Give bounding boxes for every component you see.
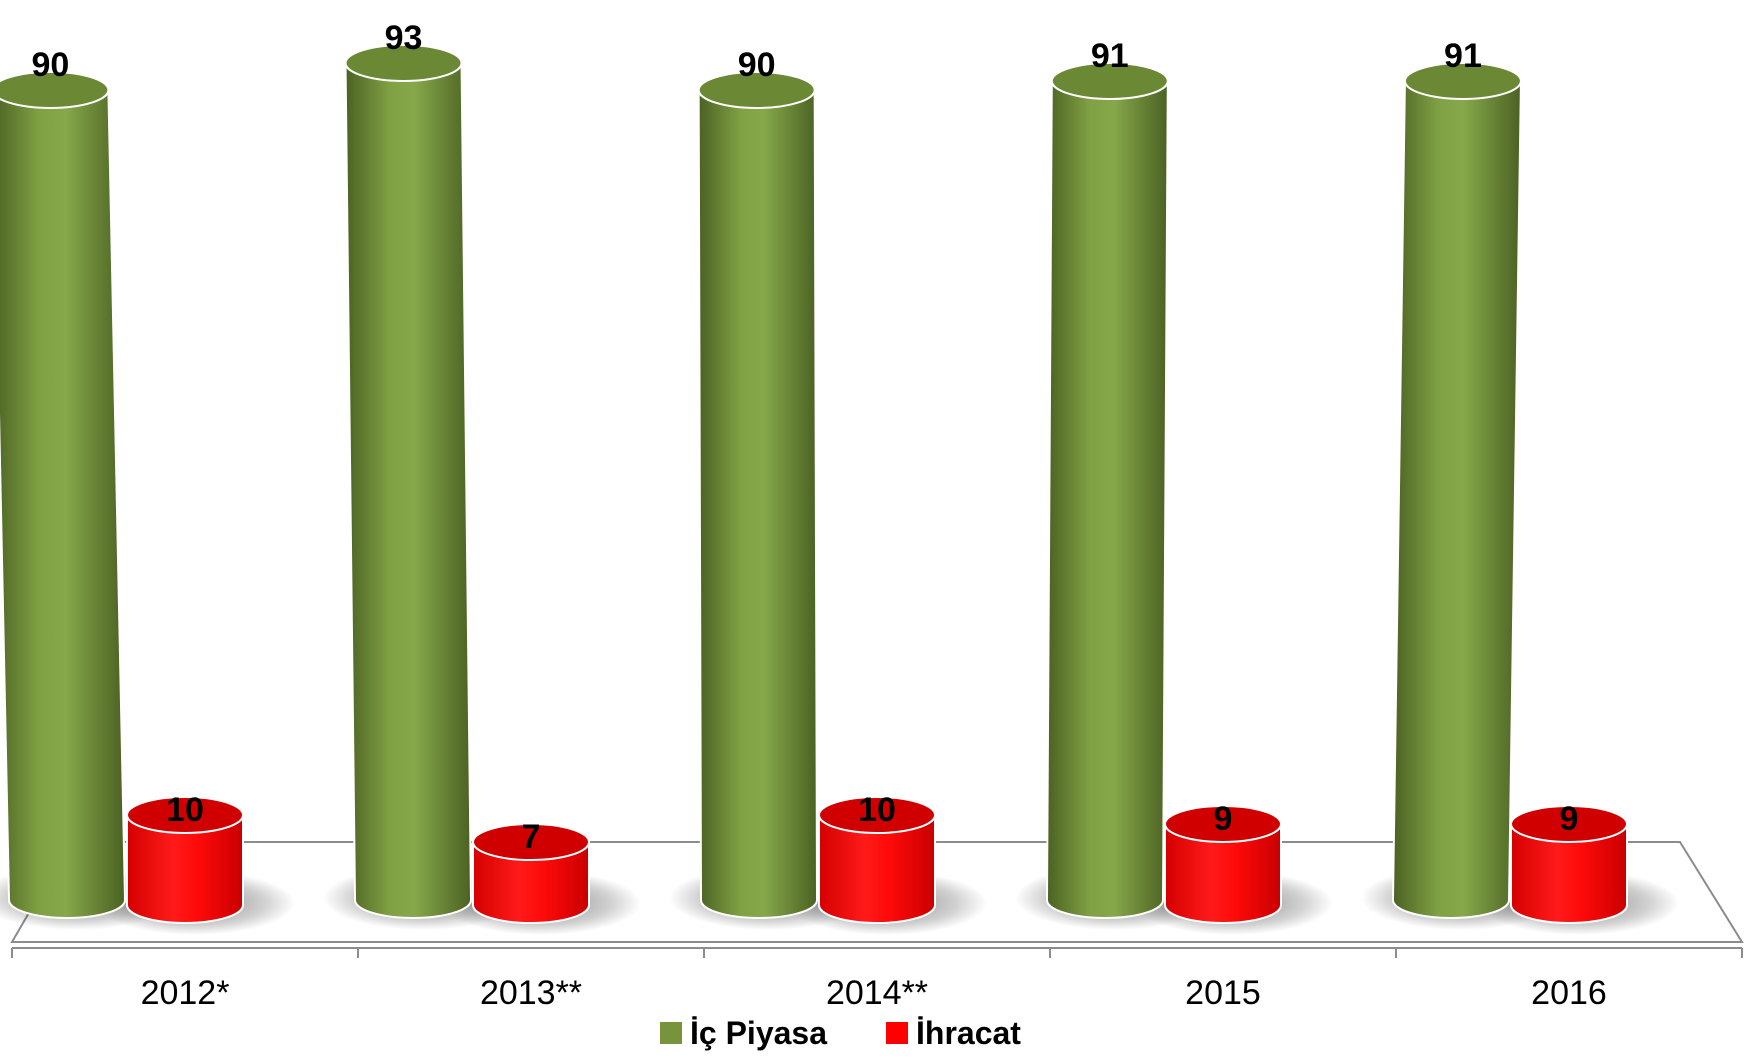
bar-top--hracat-2016 [1510, 805, 1628, 843]
legend-label--hracat: İhracat [916, 1015, 1021, 1051]
legend-swatch--piyasa [660, 1022, 682, 1044]
bar-top--hracat-2015 [1164, 805, 1282, 843]
data-label--piyasa-2012: 90 [31, 46, 69, 84]
bar--hracat-2015 [1164, 823, 1282, 924]
data-label--piyasa-2015: 91 [1091, 37, 1129, 75]
category-label-2013: 2013** [480, 974, 582, 1012]
category-label-2015: 2015 [1185, 974, 1261, 1012]
category-label-2012: 2012* [141, 974, 230, 1012]
category-label-2016: 2016 [1531, 974, 1607, 1012]
bar--piyasa-2013 [344, 62, 473, 919]
data-label--piyasa-2014: 90 [738, 46, 776, 84]
data-label--piyasa-2013: 93 [385, 19, 423, 57]
data-label--piyasa-2016: 91 [1444, 37, 1482, 75]
x-axis: 2012* 2013** 2014** 2015 2016 [11, 947, 1743, 1012]
bar--hracat-2014 [818, 814, 936, 924]
bar--hracat-2013 [472, 841, 590, 924]
bar-top--piyasa-2014 [697, 71, 816, 109]
bar-top--piyasa-2016 [1403, 62, 1522, 100]
bar-top--hracat-2012 [126, 796, 244, 834]
data-label--hracat-2013: 7 [522, 818, 541, 856]
bars [0, 44, 1628, 924]
data-labels: 90 10 93 7 90 10 91 9 91 9 [31, 19, 1578, 856]
bar--piyasa-2012 [0, 89, 127, 919]
bar-top--hracat-2013 [472, 823, 590, 861]
bar--hracat-2012 [126, 814, 244, 924]
data-label--hracat-2014: 10 [858, 791, 896, 829]
bar--piyasa-2015 [1045, 80, 1169, 919]
bar--hracat-2016 [1510, 823, 1628, 924]
bar-top--piyasa-2012 [0, 71, 110, 109]
bar--piyasa-2016 [1391, 80, 1522, 919]
data-label--hracat-2016: 9 [1560, 800, 1579, 838]
data-label--hracat-2015: 9 [1214, 800, 1233, 838]
bar-top--piyasa-2015 [1050, 62, 1169, 100]
legend-label--piyasa: İç Piyasa [690, 1015, 827, 1051]
bar-top--piyasa-2013 [344, 44, 463, 82]
bar-top--hracat-2014 [818, 796, 936, 834]
bar--piyasa-2014 [697, 89, 819, 919]
data-label--hracat-2012: 10 [166, 791, 204, 829]
legend: İç Piyasa İhracat [660, 1015, 1021, 1051]
category-label-2014: 2014** [826, 974, 928, 1012]
legend-swatch--hracat [886, 1022, 908, 1044]
